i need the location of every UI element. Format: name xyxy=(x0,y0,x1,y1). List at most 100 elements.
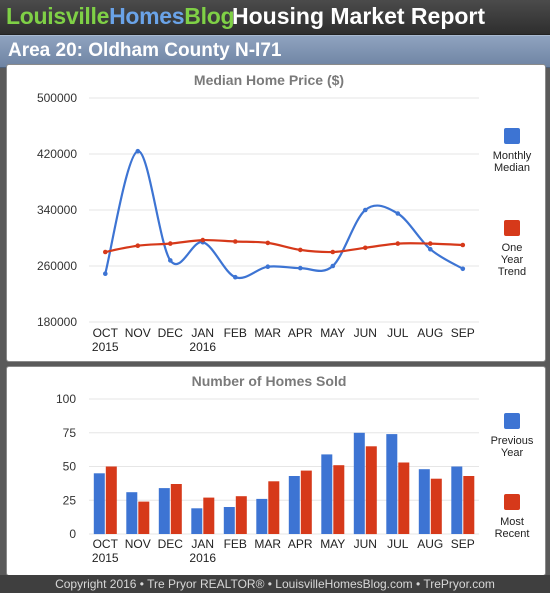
sold-chart-bar-previous-year xyxy=(386,434,398,534)
brand-logo-part1: Louisville xyxy=(6,3,110,29)
price-chart-line-one-year-trend xyxy=(105,238,463,254)
sold-chart-x-tick-label: MAR xyxy=(254,537,281,551)
sold-chart-x-tick-year-label: 2016 xyxy=(189,551,216,565)
sold-chart-bar-most-recent xyxy=(138,501,150,534)
price-chart-y-tick-label: 260000 xyxy=(37,259,77,273)
sold-chart-x-tick-label: OCT xyxy=(93,537,119,551)
price-chart-line-monthly-median xyxy=(104,150,464,280)
sold-chart-x-tick-label: JUL xyxy=(387,537,409,551)
price-chart-x-tick-label: JUL xyxy=(387,326,409,340)
sold-chart-bar-most-recent xyxy=(203,497,215,534)
median-price-panel: Median Home Price ($) 500000 420000 340000 2… xyxy=(6,64,546,362)
price-chart-point xyxy=(168,241,173,246)
sold-chart-legend-swatch xyxy=(504,413,520,429)
sold-chart-x-tick-label: JAN xyxy=(191,537,214,551)
price-chart-point xyxy=(330,249,336,255)
price-chart-legend-label: Monthly xyxy=(493,150,532,162)
price-chart-point xyxy=(265,264,271,269)
price-chart-legend-label: Year xyxy=(501,254,524,266)
sold-chart-y-tick-label: 25 xyxy=(63,493,77,507)
median-price-chart: Median Home Price ($) 500000 420000 340000 2… xyxy=(37,72,532,354)
price-chart-point xyxy=(135,148,141,154)
sold-chart-bar-previous-year xyxy=(93,473,105,535)
sold-chart-bar-most-recent xyxy=(398,462,410,534)
price-chart-x-tick-label: DEC xyxy=(158,326,184,340)
price-chart-y-tick-label: 420000 xyxy=(37,147,77,161)
sold-chart-bar-previous-year xyxy=(451,466,463,534)
price-chart-x-tick-label: MAR xyxy=(254,326,281,340)
price-chart-x-tick-label: JUN xyxy=(354,326,377,340)
sold-chart-x-tick-label: APR xyxy=(288,537,313,551)
sold-chart-bar-previous-year xyxy=(353,432,365,535)
site-header: LouisvilleHomesBlog Housing Market Repor… xyxy=(0,0,550,35)
price-chart-point xyxy=(168,258,173,263)
sold-chart-bar-most-recent xyxy=(235,496,247,534)
sold-chart-bar-most-recent xyxy=(463,476,475,534)
price-chart-point xyxy=(135,243,141,248)
price-chart-point xyxy=(460,242,466,248)
price-chart-legend-swatch xyxy=(504,128,520,144)
price-chart-x-tick-label: FEB xyxy=(224,326,247,340)
sold-chart-legend-label: Most xyxy=(500,516,524,528)
price-chart-point xyxy=(395,241,401,246)
price-chart-title: Median Home Price ($) xyxy=(194,72,344,88)
sold-chart-y-tick-label: 100 xyxy=(56,392,76,406)
sold-chart-bar-previous-year xyxy=(321,454,333,534)
price-chart-x-tick-year-label: 2016 xyxy=(189,340,216,354)
price-chart-x-tick-label: APR xyxy=(288,326,313,340)
sold-chart-x-tick-label: MAY xyxy=(320,537,345,551)
sold-chart-y-tick-label: 0 xyxy=(69,527,76,541)
price-chart-point xyxy=(233,274,238,280)
price-chart-x-tick-label: OCT xyxy=(93,326,119,340)
price-chart-legend-swatch xyxy=(504,220,520,236)
price-chart-point xyxy=(200,237,206,243)
price-chart-point xyxy=(428,246,433,252)
sold-chart-bar-most-recent xyxy=(365,446,377,535)
price-chart-x-tick-label: NOV xyxy=(125,326,151,340)
sold-chart-x-tick-label: AUG xyxy=(417,537,443,551)
price-chart-y-tick-label: 500000 xyxy=(37,91,77,105)
price-chart-x-tick-label: AUG xyxy=(417,326,443,340)
area-bar: Area 20: Oldham County N-I71 xyxy=(0,35,550,68)
sold-chart-bar-most-recent xyxy=(300,470,312,534)
price-chart-point xyxy=(363,245,368,251)
sold-chart-x-tick-label: NOV xyxy=(125,537,151,551)
price-chart-point xyxy=(298,265,303,271)
sold-chart-bar-previous-year xyxy=(288,476,300,534)
price-chart-point xyxy=(103,271,108,276)
price-chart-legend-label: Trend xyxy=(498,266,526,278)
price-chart-x-tick-label: SEP xyxy=(451,326,475,340)
sold-chart-bar-previous-year xyxy=(126,492,138,534)
price-chart-point xyxy=(363,207,368,213)
sold-chart-bar-most-recent xyxy=(170,484,182,534)
sold-chart-legend-label: Previous xyxy=(491,435,534,447)
sold-chart-x-tick-label: FEB xyxy=(224,537,247,551)
report-title: Housing Market Report xyxy=(232,3,486,29)
homes-sold-panel: Number of Homes Sold 100 75 50 25 0 OCT 2015 NOV… xyxy=(6,366,546,576)
sold-chart-legend-label: Year xyxy=(501,447,524,459)
price-chart-legend-label: One xyxy=(502,242,523,254)
price-chart-point xyxy=(330,263,336,269)
price-chart-point xyxy=(428,241,433,246)
price-chart-point xyxy=(460,266,466,272)
sold-chart-x-tick-label: SEP xyxy=(451,537,475,551)
sold-chart-bar-previous-year xyxy=(191,508,203,534)
price-chart-point xyxy=(233,239,238,244)
sold-chart-bar-previous-year xyxy=(256,498,268,534)
footer-copyright: Copyright 2016 • Tre Pryor REALTOR® • Lo… xyxy=(55,577,495,591)
sold-chart-x-tick-label: JUN xyxy=(354,537,377,551)
sold-chart-y-tick-label: 50 xyxy=(63,460,77,474)
sold-chart-legend-label: Recent xyxy=(495,528,530,540)
price-chart-point xyxy=(298,247,303,253)
price-chart-point xyxy=(103,249,108,255)
area-title: Area 20: Oldham County N-I71 xyxy=(8,40,282,61)
sold-chart-bar-previous-year xyxy=(223,507,235,534)
sold-chart-x-tick-year-label: 2015 xyxy=(92,551,119,565)
price-chart-x-tick-label: MAY xyxy=(320,326,345,340)
sold-chart-bar-most-recent xyxy=(333,465,345,534)
sold-chart-y-tick-label: 75 xyxy=(63,426,77,440)
price-chart-point xyxy=(395,211,401,216)
price-chart-y-tick-label: 340000 xyxy=(37,203,77,217)
